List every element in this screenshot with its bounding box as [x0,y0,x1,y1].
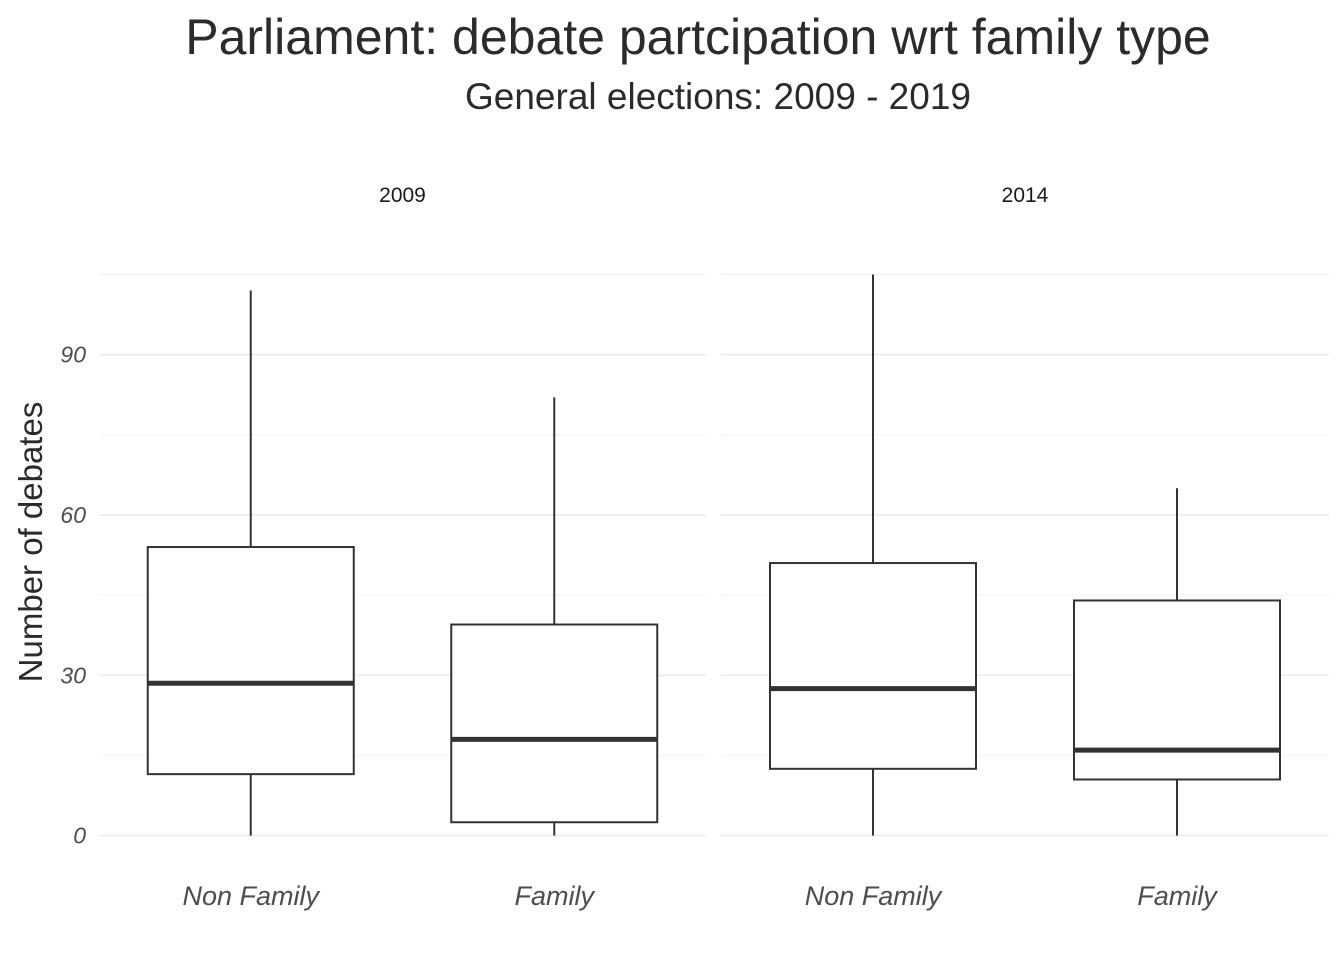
x-tick-label-2009-non-family: Non Family [182,881,320,911]
plot-area: 2009 Non Family Family 2014 Non Family Family… [60,184,1329,911]
x-tick-label-2009-family: Family [515,881,596,911]
y-tick-label-60: 60 [60,502,86,528]
x-tick-label-2014-non-family: Non Family [805,881,943,911]
x-tick-label-2014-family: Family [1137,881,1218,911]
box-2014-non-family [769,562,977,770]
facet-label-2009: 2009 [379,184,426,207]
y-axis-label: Number of debates [12,402,49,683]
y-tick-label-0: 0 [73,823,86,849]
box-2009-non-family [146,546,355,776]
chart-title: Parliament: debate partcipation wrt fami… [185,9,1211,65]
facet-label-2014: 2014 [1002,184,1049,207]
box-2009-family [450,623,659,824]
y-tick-label-30: 30 [60,662,86,688]
chart-subtitle: General elections: 2009 - 2019 [465,76,971,117]
y-tick-label-90: 90 [60,342,86,368]
box-2014-family [1073,599,1281,781]
